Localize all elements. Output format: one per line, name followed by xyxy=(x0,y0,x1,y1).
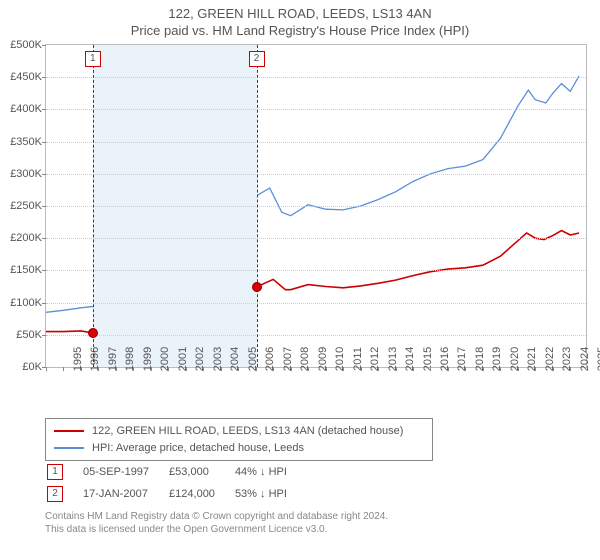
y-axis-label: £100K xyxy=(10,297,46,309)
plot-area: £0K£50K£100K£150K£200K£250K£300K£350K£40… xyxy=(45,44,587,368)
legend-row: HPI: Average price, detached house, Leed… xyxy=(54,440,424,457)
sales-table: 1 05-SEP-1997£53,00044% ↓ HPI 2 17-JAN-2007… xyxy=(45,460,307,506)
sale-date: 17-JAN-2007 xyxy=(83,484,167,504)
attribution-line1: Contains HM Land Registry data © Crown c… xyxy=(45,510,388,523)
gridline xyxy=(46,109,586,110)
gridline xyxy=(46,142,586,143)
gridline xyxy=(46,206,586,207)
chart-container: 122, GREEN HILL ROAD, LEEDS, LS13 4AN Pr… xyxy=(0,0,600,560)
sale-row: 1 05-SEP-1997£53,00044% ↓ HPI xyxy=(47,462,305,482)
y-axis-label: £50K xyxy=(16,329,46,341)
title-line1: 122, GREEN HILL ROAD, LEEDS, LS13 4AN xyxy=(0,6,600,23)
y-axis-label: £350K xyxy=(10,136,46,148)
sale-marker-box: 2 xyxy=(249,51,265,67)
gridline xyxy=(46,174,586,175)
sale-marker-line xyxy=(93,45,94,367)
y-axis-label: £0K xyxy=(22,361,46,373)
legend-swatch xyxy=(54,447,84,449)
sale-price: £53,000 xyxy=(169,462,233,482)
sale-date: 05-SEP-1997 xyxy=(83,462,167,482)
sale-pct: 44% ↓ HPI xyxy=(235,462,305,482)
gridline xyxy=(46,238,586,239)
sale-row: 2 17-JAN-2007£124,00053% ↓ HPI xyxy=(47,484,305,504)
y-axis-label: £150K xyxy=(10,264,46,276)
sale-price: £124,000 xyxy=(169,484,233,504)
x-axis-label: 2025 xyxy=(570,347,600,371)
y-axis-label: £400K xyxy=(10,103,46,115)
legend-label: HPI: Average price, detached house, Leed… xyxy=(92,440,304,457)
attribution-line2: This data is licensed under the Open Gov… xyxy=(45,523,388,536)
y-axis-label: £250K xyxy=(10,200,46,212)
legend-label: 122, GREEN HILL ROAD, LEEDS, LS13 4AN (d… xyxy=(92,423,403,440)
sale-marker-box: 1 xyxy=(85,51,101,67)
y-axis-label: £200K xyxy=(10,232,46,244)
chart-title: 122, GREEN HILL ROAD, LEEDS, LS13 4AN Pr… xyxy=(0,0,600,40)
gridline xyxy=(46,335,586,336)
sale-dot xyxy=(88,328,98,338)
sale-marker-line xyxy=(257,45,258,367)
y-axis-label: £450K xyxy=(10,71,46,83)
sale-pct: 53% ↓ HPI xyxy=(235,484,305,504)
legend-box: 122, GREEN HILL ROAD, LEEDS, LS13 4AN (d… xyxy=(45,418,433,461)
attribution-text: Contains HM Land Registry data © Crown c… xyxy=(45,510,388,536)
legend-swatch xyxy=(54,430,84,432)
y-axis-label: £300K xyxy=(10,168,46,180)
sale-dot xyxy=(252,282,262,292)
legend-row: 122, GREEN HILL ROAD, LEEDS, LS13 4AN (d… xyxy=(54,423,424,440)
gridline xyxy=(46,77,586,78)
gridline xyxy=(46,303,586,304)
sale-index-box: 2 xyxy=(47,486,63,502)
sale-index-box: 1 xyxy=(47,464,63,480)
y-axis-label: £500K xyxy=(10,39,46,51)
gridline xyxy=(46,270,586,271)
title-line2: Price paid vs. HM Land Registry's House … xyxy=(0,23,600,40)
